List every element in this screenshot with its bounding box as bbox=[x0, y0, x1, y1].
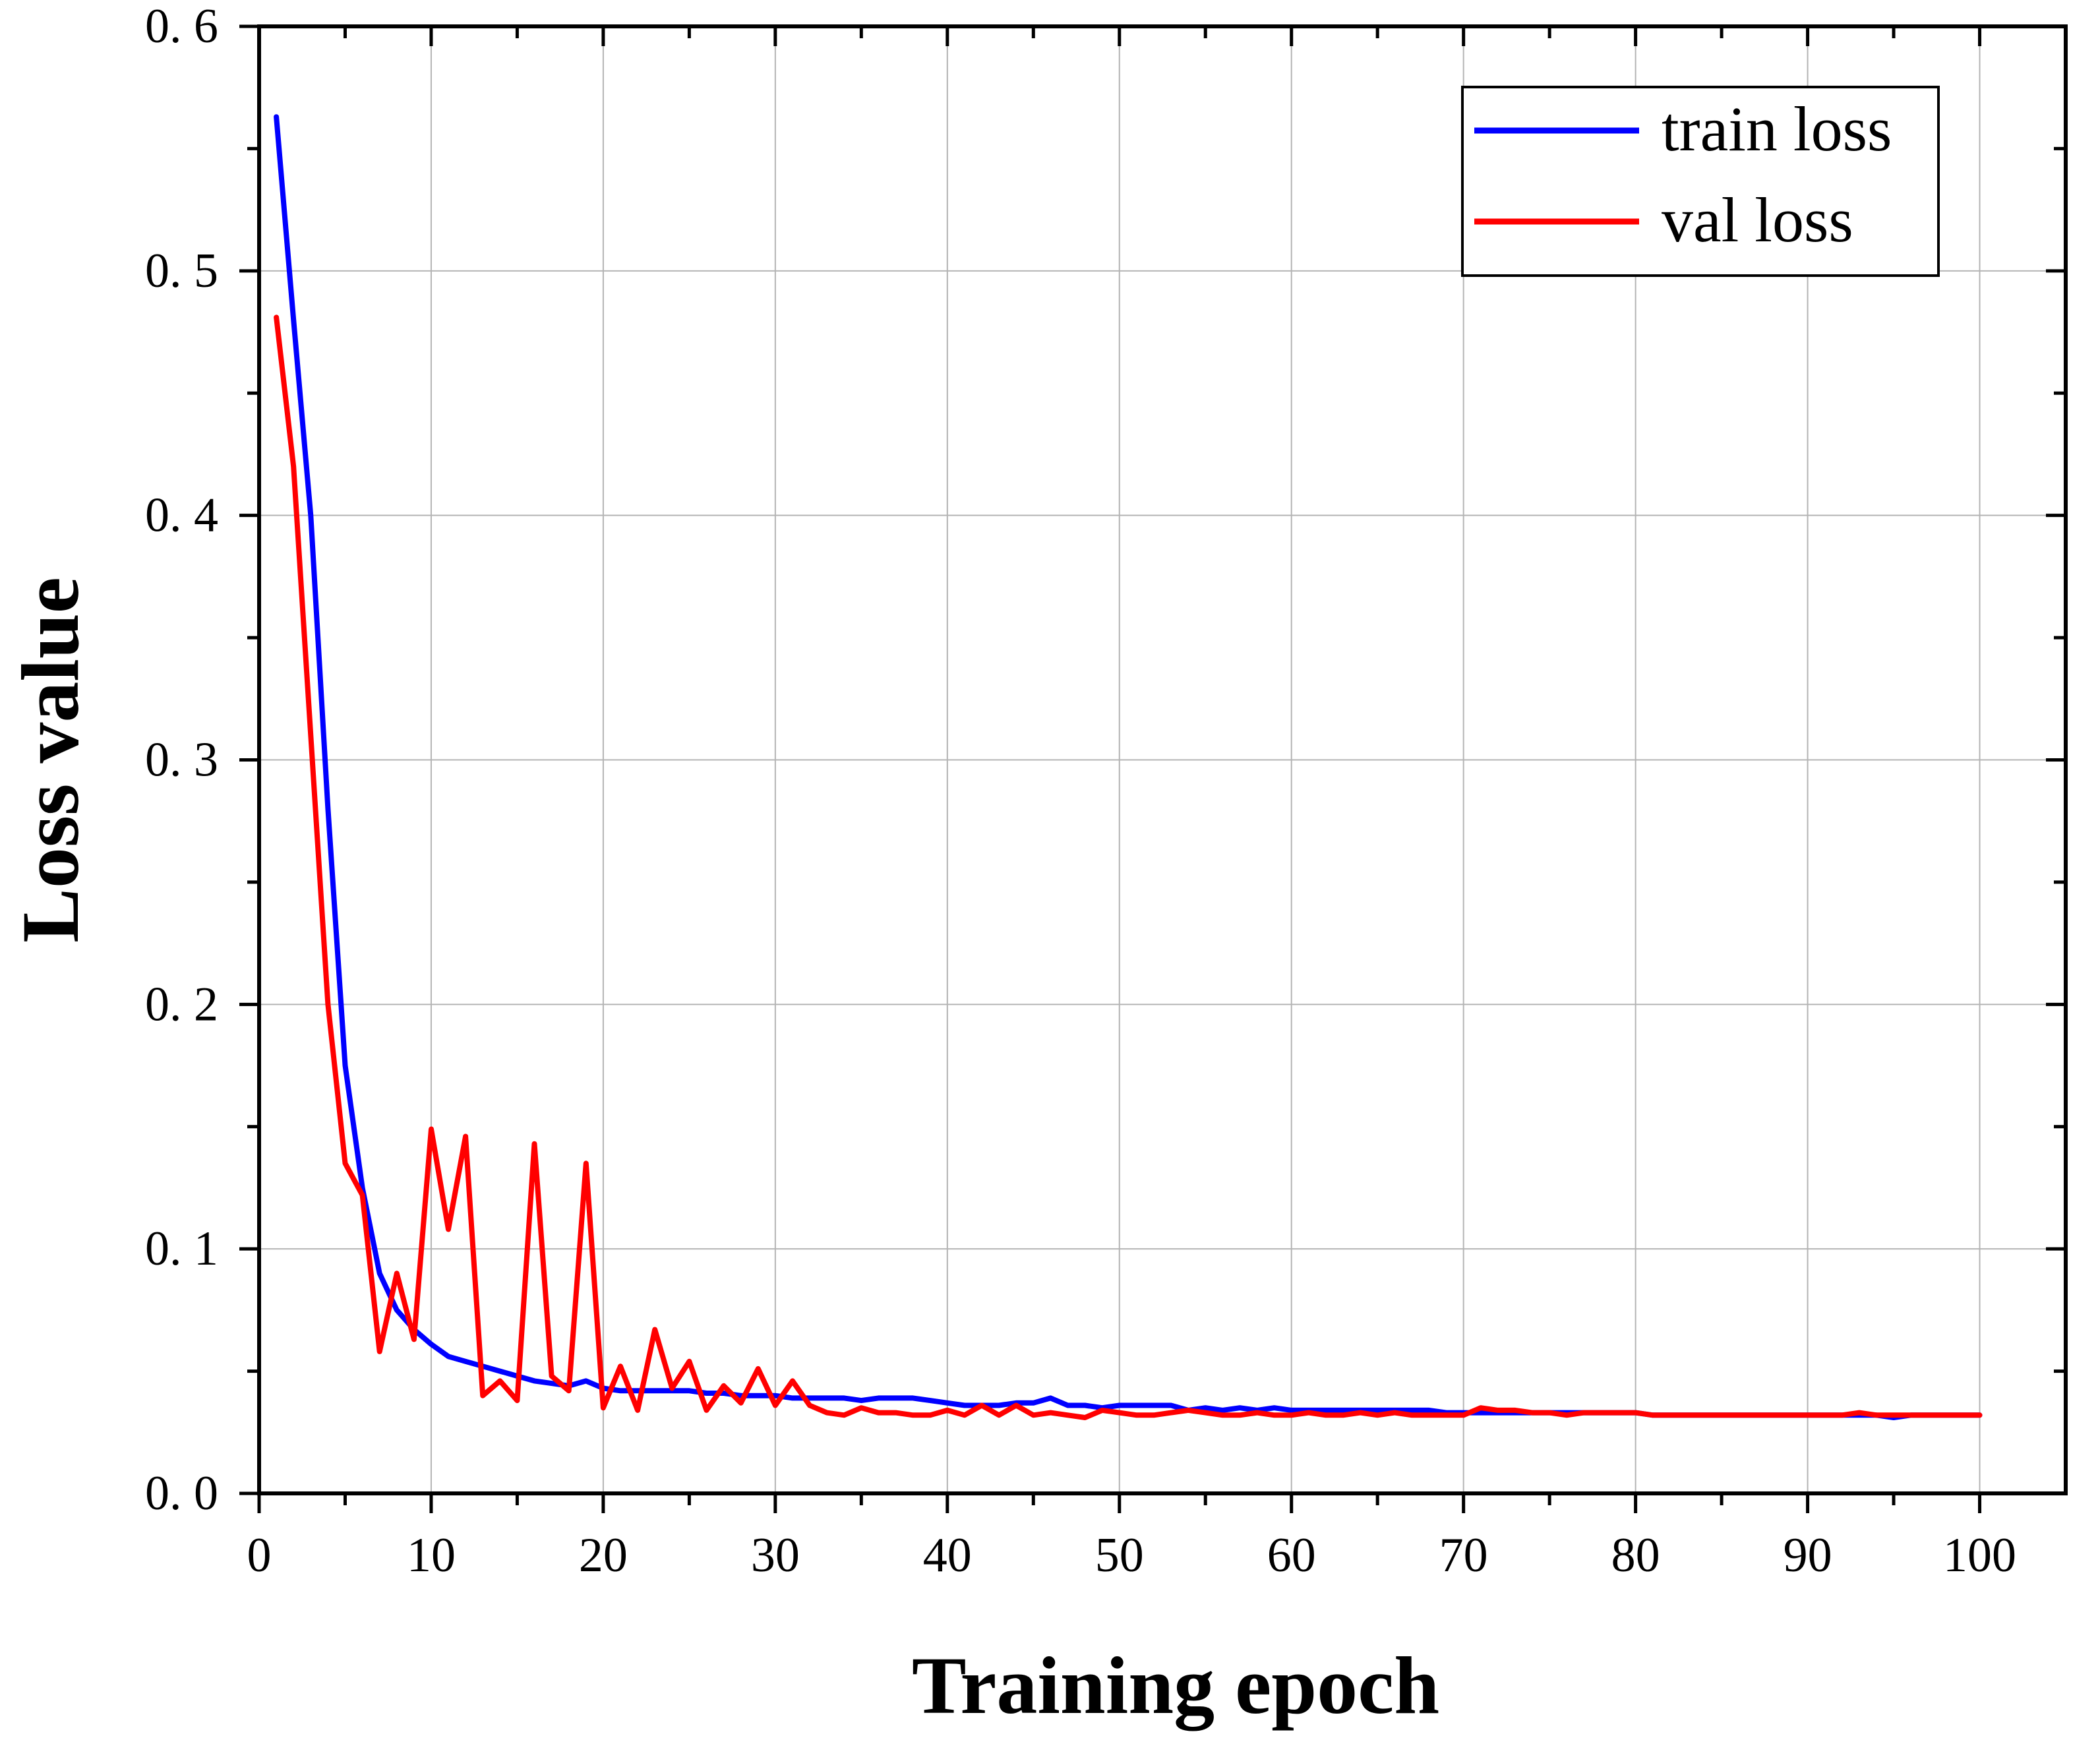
y-tick-label: 0. 4 bbox=[145, 489, 218, 543]
y-tick-label: 0. 0 bbox=[145, 1466, 218, 1520]
x-tick-label: 60 bbox=[1267, 1528, 1316, 1582]
x-tick-label: 10 bbox=[407, 1528, 456, 1582]
y-tick-label: 0. 1 bbox=[145, 1222, 218, 1276]
x-tick-label: 50 bbox=[1095, 1528, 1144, 1582]
series-line-val-loss bbox=[274, 315, 1983, 1420]
x-tick-label: 40 bbox=[923, 1528, 972, 1582]
x-axis-title: Training epoch bbox=[912, 1640, 1439, 1731]
axis-ticks bbox=[239, 24, 2066, 1513]
y-tick-label: 0. 6 bbox=[145, 0, 218, 53]
legend: train loss val loss bbox=[1461, 86, 1940, 277]
x-tick-label: 100 bbox=[1943, 1528, 2016, 1582]
x-tick-label: 20 bbox=[579, 1528, 628, 1582]
plot-frame bbox=[257, 24, 2068, 1495]
x-tick-label: 0 bbox=[247, 1528, 272, 1582]
y-axis-title: Loss value bbox=[5, 577, 96, 943]
y-tick-label: 0. 2 bbox=[145, 977, 218, 1031]
series-layer bbox=[274, 114, 1983, 1420]
x-tick-label: 80 bbox=[1611, 1528, 1660, 1582]
x-tick-label: 90 bbox=[1784, 1528, 1832, 1582]
y-tick-label: 0. 5 bbox=[145, 244, 218, 298]
tick-labels: 0 10 20 30 40 50 60 70 80 90 100 0. 0 0. 1 0. 2 0. 3 0.… bbox=[145, 0, 2016, 1582]
y-tick-label: 0. 3 bbox=[145, 733, 218, 787]
legend-label-train-loss: train loss bbox=[1662, 94, 1892, 164]
legend-box bbox=[1461, 86, 1940, 277]
x-tick-label: 70 bbox=[1439, 1528, 1488, 1582]
x-tick-label: 30 bbox=[751, 1528, 800, 1582]
legend-label-val-loss: val loss bbox=[1662, 185, 1853, 255]
